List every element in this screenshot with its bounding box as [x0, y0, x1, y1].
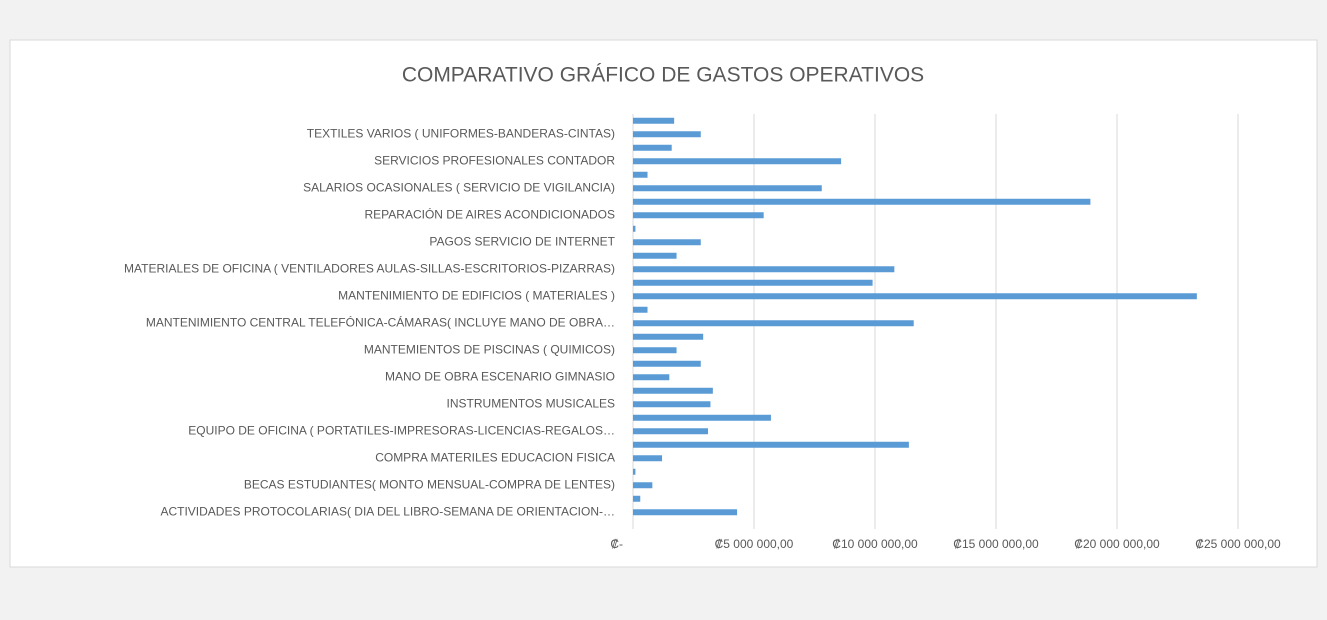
- bar: [633, 198, 1091, 205]
- y-tick-label: ACTIVIDADES PROTOCOLARIAS( DIA DEL LIBRO…: [160, 504, 615, 518]
- y-tick-label: TEXTILES VARIOS ( UNIFORMES-BANDERAS-CIN…: [307, 126, 615, 140]
- bar: [633, 171, 648, 178]
- bar: [633, 144, 672, 151]
- bar: [633, 428, 709, 435]
- bar: [633, 414, 771, 421]
- bar: [633, 374, 670, 381]
- y-tick-label: MANTEMIENTOS DE PISCINAS ( QUIMICOS): [364, 342, 615, 356]
- y-tick-label: MANTENIMIENTO CENTRAL TELEFÓNICA-CÁMARAS…: [146, 314, 615, 329]
- y-tick-label: EQUIPO DE OFICINA ( PORTATILES-IMPRESORA…: [188, 423, 615, 437]
- bar: [633, 212, 764, 219]
- bar: [633, 347, 677, 354]
- bar: [633, 252, 677, 259]
- bar: [633, 468, 636, 475]
- y-tick-label: INSTRUMENTOS MUSICALES: [447, 396, 615, 410]
- x-tick-label: ₡-: [610, 537, 623, 551]
- y-tick-label: BECAS ESTUDIANTES( MONTO MENSUAL-COMPRA …: [244, 477, 615, 491]
- bar: [633, 239, 701, 246]
- bar: [633, 360, 701, 367]
- y-tick-label: SERVICIOS PROFESIONALES CONTADOR: [374, 153, 615, 167]
- y-tick-label: REPARACIÓN DE AIRES ACONDICIONADOS: [365, 206, 616, 221]
- x-tick-label: ₡20 000 000,00: [1074, 537, 1160, 551]
- x-tick-label: ₡10 000 000,00: [832, 537, 918, 551]
- bar: [633, 293, 1197, 300]
- bar: [633, 225, 636, 232]
- bar: [633, 333, 704, 340]
- y-tick-label: PAGOS SERVICIO DE INTERNET: [429, 234, 615, 248]
- y-tick-label: MATERIALES DE OFICINA ( VENTILADORES AUL…: [124, 261, 615, 275]
- bar: [633, 320, 914, 327]
- bar: [633, 509, 738, 516]
- y-tick-label: MANTENIMIENTO DE EDIFICIOS ( MATERIALES …: [338, 288, 615, 302]
- x-tick-label: ₡5 000 000,00: [715, 537, 794, 551]
- y-tick-label: COMPRA MATERILES EDUCACION FISICA: [375, 450, 615, 464]
- bar: [633, 279, 873, 286]
- bar: [633, 306, 648, 313]
- bar: [633, 266, 895, 273]
- y-tick-label: MANO DE OBRA ESCENARIO GIMNASIO: [385, 369, 615, 383]
- bar: [633, 387, 713, 394]
- x-tick-label: ₡25 000 000,00: [1195, 537, 1281, 551]
- x-tick-label: ₡15 000 000,00: [953, 537, 1039, 551]
- bar: [633, 441, 909, 448]
- bar: [633, 117, 675, 124]
- bar: [633, 158, 842, 165]
- bar: [633, 482, 653, 489]
- bar: [633, 401, 711, 408]
- chart-title: COMPARATIVO GRÁFICO DE GASTOS OPERATIVOS: [402, 64, 924, 87]
- bar: [633, 455, 663, 462]
- bar: [633, 185, 822, 192]
- bar: [633, 131, 701, 138]
- y-tick-label: SALARIOS OCASIONALES ( SERVICIO DE VIGIL…: [303, 180, 615, 194]
- bar: [633, 495, 641, 502]
- chart-panel: [9, 39, 1318, 568]
